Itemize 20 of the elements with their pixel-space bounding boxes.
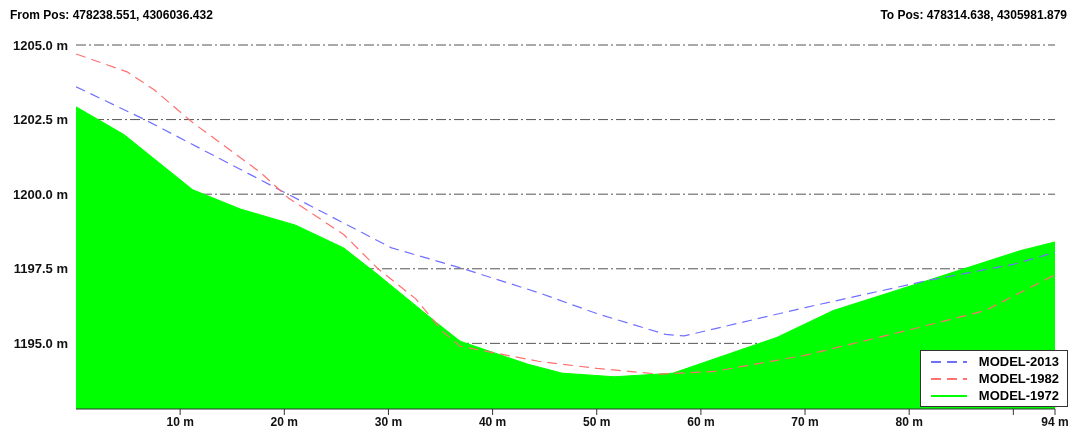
y-tick-label: 1200.0 m <box>13 186 68 202</box>
x-tick-label: 40 m <box>478 414 507 429</box>
x-tick-label: 60 m <box>687 414 715 429</box>
text: To Pos: 478314.638, 4305981.879 <box>880 8 1067 22</box>
x-tick-label: 70 m <box>791 414 819 429</box>
x-tick-label: 94 m <box>1041 414 1069 429</box>
x-tick-label: 10 m <box>166 414 194 429</box>
y-tick-label: 1202.5 m <box>13 112 68 128</box>
legend-label: MODEL-2013 <box>978 354 1059 369</box>
x-tick-label: 30 m <box>374 414 403 429</box>
y-tick-label: 1205.0 m <box>13 37 68 53</box>
legend-label: MODEL-1982 <box>978 371 1059 386</box>
text: From Pos: 478238.551, 4306036.432 <box>10 8 213 22</box>
line-series <box>76 86 1055 337</box>
x-tick-label: 80 m <box>895 414 923 429</box>
legend-label: MODEL-1972 <box>978 388 1059 403</box>
y-tick-label: 1195.0 m <box>13 335 68 351</box>
x-tick-label: 20 m <box>270 414 298 429</box>
x-tick-label: 50 m <box>583 414 611 429</box>
y-tick-label: 1197.5 m <box>13 261 68 277</box>
